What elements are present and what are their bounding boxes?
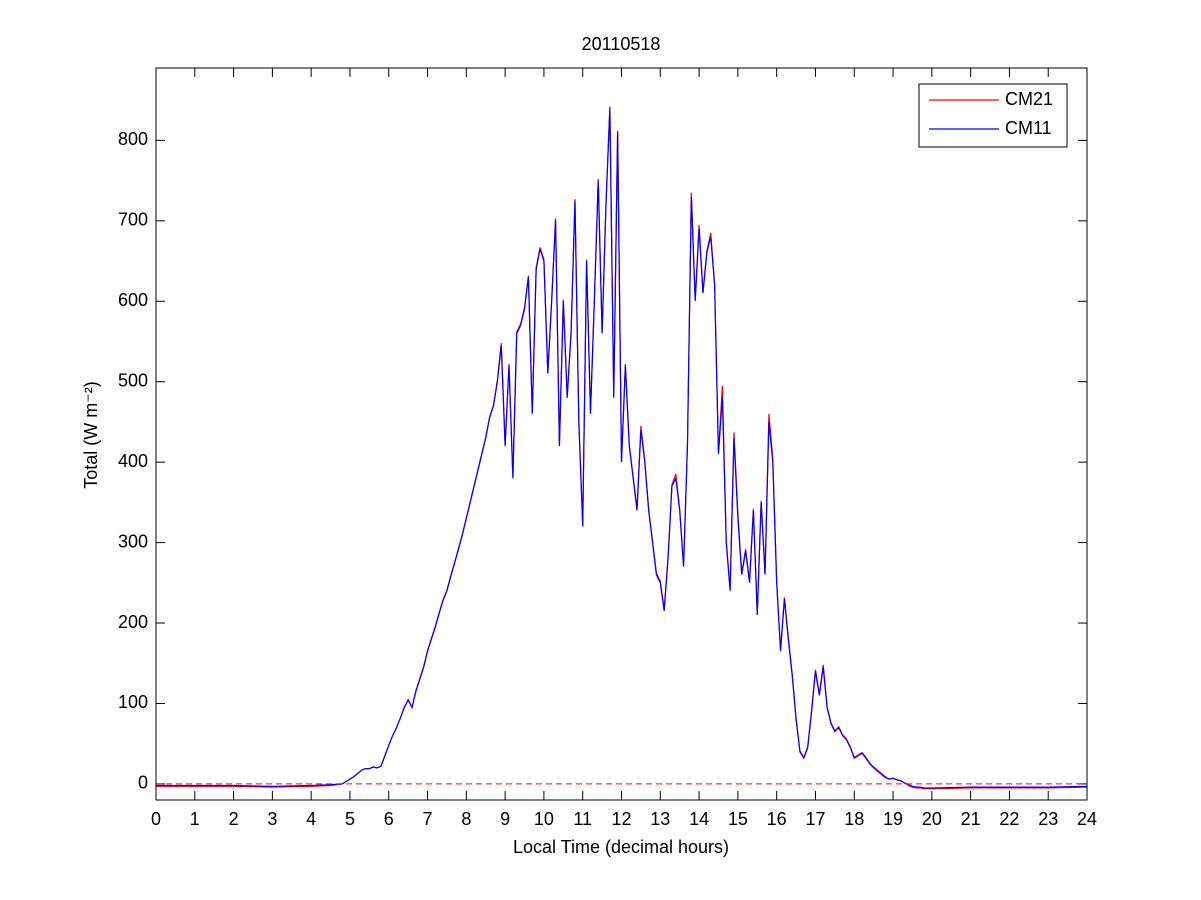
y-tick-label: 700 [118,210,148,230]
x-tick-label: 11 [573,809,592,829]
x-tick-label: 5 [345,809,355,829]
x-tick-label: 21 [961,809,981,829]
y-tick-label: 100 [118,692,148,712]
y-axis-label: Total (W m⁻²) [81,381,101,489]
x-tick-label: 1 [190,809,200,829]
x-tick-label: 14 [689,809,709,829]
x-tick-label: 8 [461,809,471,829]
y-tick-label: 800 [118,129,148,149]
axes-box [155,67,1088,801]
y-tick-label: 200 [118,612,148,632]
x-tick-label: 3 [267,809,277,829]
x-tick-label: 23 [1038,809,1058,829]
y-tick-label: 600 [118,290,148,310]
x-tick-label: 15 [728,809,748,829]
x-tick-label: 4 [306,809,316,829]
x-tick-label: 12 [611,809,631,829]
series-line [156,108,1088,789]
legend-label: CM11 [1005,118,1052,138]
y-tick-label: 0 [138,773,148,793]
x-tick-label: 10 [534,809,554,829]
legend-box [918,83,1068,148]
x-tick-label: 6 [384,809,394,829]
y-tick-label: 300 [118,531,148,551]
x-tick-label: 20 [922,809,942,829]
x-tick-label: 24 [1077,809,1097,829]
x-tick-label: 18 [844,809,864,829]
x-axis-label: Local Time (decimal hours) [513,837,729,857]
x-tick-label: 0 [151,809,161,829]
x-tick-label: 7 [423,809,433,829]
x-tick-label: 19 [883,809,903,829]
x-tick-label: 22 [999,809,1019,829]
x-tick-label: 16 [767,809,787,829]
x-tick-label: 2 [229,809,239,829]
y-tick-label: 500 [118,370,148,390]
x-tick-label: 13 [650,809,670,829]
y-tick-label: 400 [118,451,148,471]
legend-label: CM21 [1005,89,1053,109]
x-tick-label: 17 [805,809,825,829]
chart-title: 20110518 [582,34,661,54]
x-tick-label: 9 [500,809,510,829]
